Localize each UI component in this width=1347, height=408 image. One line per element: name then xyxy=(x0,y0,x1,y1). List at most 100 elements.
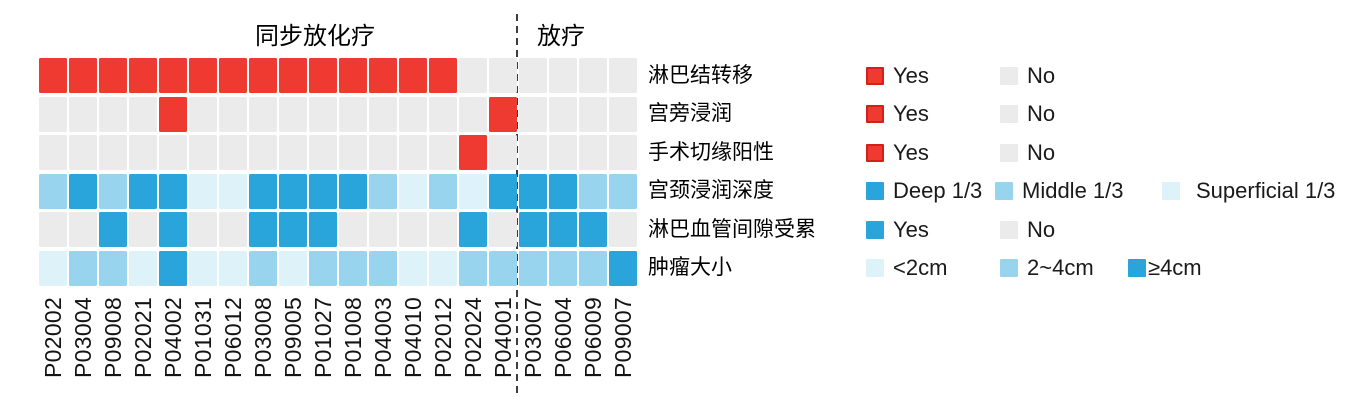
heatmap-cell xyxy=(519,250,547,286)
heatmap-cell xyxy=(219,135,247,170)
heatmap-cell xyxy=(189,58,217,93)
heatmap-cell xyxy=(489,250,517,286)
heatmap-cell xyxy=(549,96,577,132)
heatmap-cell xyxy=(489,212,517,247)
heatmap-cell xyxy=(489,96,517,132)
heatmap-cell xyxy=(369,135,397,170)
heatmap-cell xyxy=(429,250,457,286)
legend-swatch xyxy=(1000,143,1018,162)
heatmap-cell xyxy=(339,58,367,93)
heatmap-cell xyxy=(399,250,427,286)
heatmap-cell xyxy=(249,212,277,247)
heatmap-cell xyxy=(519,173,547,209)
heatmap-cell xyxy=(339,135,367,170)
heatmap-cell xyxy=(519,135,547,170)
legend-swatch xyxy=(1000,220,1018,239)
heatmap-cell xyxy=(429,135,457,170)
heatmap-cell xyxy=(99,96,127,132)
heatmap-cell xyxy=(399,96,427,132)
heatmap-cell xyxy=(39,135,67,170)
heatmap-cell xyxy=(249,58,277,93)
heatmap-cell xyxy=(489,58,517,93)
x-axis-label: P01031 xyxy=(190,296,216,378)
row-label: 手术切缘阳性 xyxy=(648,140,774,164)
heatmap-cell xyxy=(579,212,607,247)
legend-swatch xyxy=(866,66,884,85)
heatmap-cell xyxy=(279,58,307,93)
x-axis-label: P06012 xyxy=(220,296,246,378)
heatmap-cell xyxy=(279,250,307,286)
heatmap-cell xyxy=(579,58,607,93)
heatmap-cell xyxy=(609,96,637,132)
heatmap-cell xyxy=(429,173,457,209)
heatmap-cell xyxy=(579,135,607,170)
heatmap-cell xyxy=(369,212,397,247)
heatmap-cell xyxy=(129,135,157,170)
heatmap-cell xyxy=(219,173,247,209)
legend-label: Middle 1/3 xyxy=(1022,178,1124,203)
legend-label: <2cm xyxy=(893,255,948,280)
heatmap-cell xyxy=(159,135,187,170)
legend-swatch xyxy=(866,182,884,200)
heatmap-cell xyxy=(99,135,127,170)
heatmap-cell xyxy=(489,135,517,170)
legend-item: Yes xyxy=(866,217,929,243)
legend-swatch xyxy=(866,259,884,277)
heatmap-cell xyxy=(609,135,637,170)
legend-swatch xyxy=(1000,105,1018,123)
heatmap-cell xyxy=(609,173,637,209)
legend-item: No xyxy=(1000,63,1055,89)
x-axis-label: P04010 xyxy=(400,296,426,378)
heatmap-cell xyxy=(519,58,547,93)
heatmap-cell xyxy=(369,96,397,132)
heatmap-cell xyxy=(459,173,487,209)
legend-swatch xyxy=(1000,66,1018,85)
legend-label: Yes xyxy=(893,62,929,88)
legend-item: Yes xyxy=(866,63,929,89)
heatmap-cell xyxy=(219,212,247,247)
heatmap-cell xyxy=(339,96,367,132)
heatmap-cell xyxy=(159,173,187,209)
heatmap-cell xyxy=(459,135,487,170)
heatmap-cell xyxy=(339,173,367,209)
heatmap-cell xyxy=(549,135,577,170)
heatmap-cell xyxy=(459,250,487,286)
heatmap-cell xyxy=(99,250,127,286)
heatmap-cell xyxy=(99,173,127,209)
x-axis-label: P04003 xyxy=(370,296,396,378)
heatmap-cell xyxy=(249,135,277,170)
heatmap-cell xyxy=(189,173,217,209)
heatmap-cell xyxy=(159,250,187,286)
heatmap-cell xyxy=(159,58,187,93)
heatmap-cell xyxy=(129,58,157,93)
heatmap-cell xyxy=(399,212,427,247)
x-axis-label: P09008 xyxy=(100,296,126,378)
heatmap-cell xyxy=(489,173,517,209)
legend-item: ≥4cm xyxy=(1128,255,1202,281)
heatmap-cell xyxy=(189,250,217,286)
heatmap-grid xyxy=(39,58,637,286)
x-axis-label: P03007 xyxy=(520,296,546,378)
heatmap-cell xyxy=(69,173,97,209)
legend-item: Middle 1/3 xyxy=(995,178,1124,204)
legend-swatch xyxy=(1128,259,1146,277)
heatmap-cell xyxy=(609,58,637,93)
x-axis-label: P03008 xyxy=(250,296,276,378)
x-axis-label: P02024 xyxy=(460,296,486,378)
heatmap-cell xyxy=(339,250,367,286)
heatmap-cell xyxy=(549,250,577,286)
row-label: 淋巴血管间隙受累 xyxy=(648,217,816,241)
heatmap-cell xyxy=(309,96,337,132)
heatmap-cell xyxy=(279,212,307,247)
heatmap-cell xyxy=(459,58,487,93)
heatmap-cell xyxy=(279,173,307,209)
legend-label: No xyxy=(1027,101,1056,126)
x-axis-label: P01008 xyxy=(340,296,366,378)
heatmap-cell xyxy=(399,173,427,209)
heatmap-cell xyxy=(159,212,187,247)
heatmap-cell xyxy=(219,250,247,286)
x-axis-label: P09005 xyxy=(280,296,306,378)
heatmap-cell xyxy=(189,135,217,170)
x-axis-label: P02021 xyxy=(130,296,156,378)
heatmap-cell xyxy=(549,212,577,247)
